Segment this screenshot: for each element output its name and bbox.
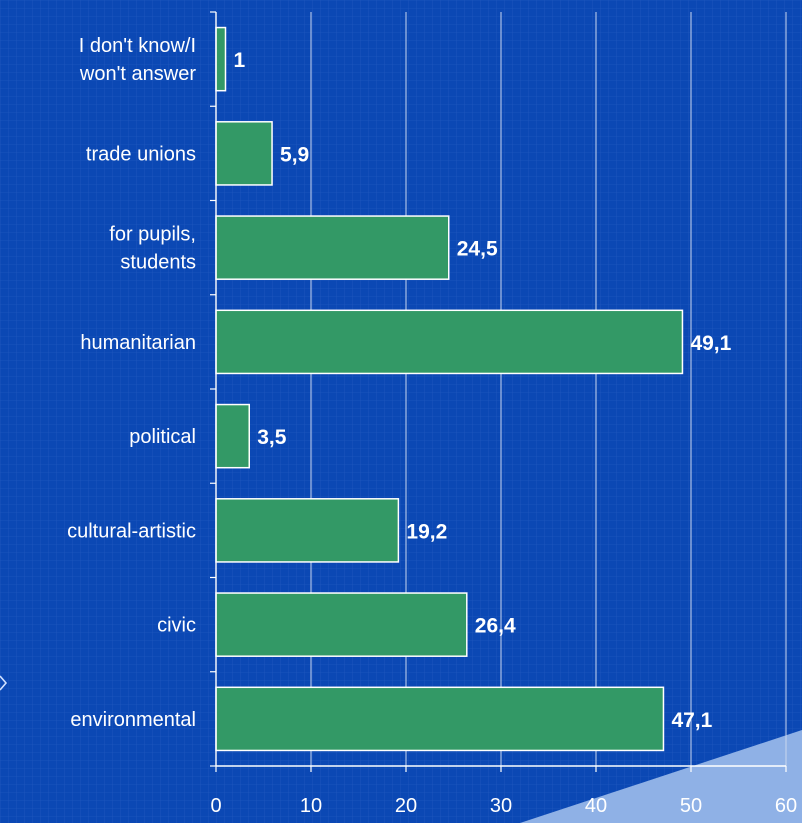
category-label-line: students <box>120 252 196 274</box>
x-tick-label: 30 <box>490 795 512 817</box>
axes <box>210 11 787 772</box>
data-label: 26,4 <box>475 615 516 638</box>
bar <box>215 309 684 375</box>
corner-accent <box>520 730 802 823</box>
x-tick-label: 20 <box>395 795 417 817</box>
value-labels: 1 5,9 24,5 49,1 3,5 19,2 26,4 47,1 <box>234 49 732 732</box>
bar <box>215 498 400 563</box>
bar <box>215 403 250 469</box>
category-label: environmental <box>70 709 196 731</box>
data-label: 49,1 <box>690 332 731 355</box>
category-label: political <box>129 426 196 448</box>
category-label-line: humanitarian <box>80 332 196 354</box>
data-label: 47,1 <box>671 709 712 732</box>
x-tick-label: 0 <box>210 795 221 817</box>
category-label: humanitarian <box>80 332 196 354</box>
x-tick-label: 50 <box>680 795 702 817</box>
category-label-line: civic <box>157 615 196 637</box>
data-label: 24,5 <box>457 238 498 261</box>
data-label: 5,9 <box>280 143 309 166</box>
category-label: civic <box>157 615 196 637</box>
x-tick-label: 40 <box>585 795 607 817</box>
category-label-line: trade unions <box>86 143 196 165</box>
category-label-line: cultural-artistic <box>67 520 196 542</box>
category-label: cultural-artistic <box>67 520 196 542</box>
category-label-line: I don't know/I <box>79 35 196 57</box>
category-label-line: political <box>129 426 196 448</box>
category-label-line: for pupils, <box>109 224 196 246</box>
data-label: 19,2 <box>406 520 447 543</box>
bar <box>215 215 450 280</box>
x-tick-label: 60 <box>775 795 797 817</box>
bar <box>215 26 227 92</box>
bar <box>215 686 665 752</box>
category-label: trade unions <box>86 143 196 165</box>
category-label-line: environmental <box>70 709 196 731</box>
category-labels: I don't know/I won't answer trade unions fo… <box>67 35 196 731</box>
x-tick-label: 10 <box>300 795 322 817</box>
data-label: 3,5 <box>257 426 287 449</box>
bar <box>215 121 273 186</box>
category-label-line: won't answer <box>79 63 196 85</box>
bullet-chevron-icon <box>0 675 8 691</box>
data-label: 1 <box>234 49 246 72</box>
category-label: for pupils, students <box>109 224 196 274</box>
x-tick-labels: 0 10 20 30 40 50 60 <box>210 795 797 817</box>
bars <box>215 26 684 752</box>
bar <box>215 592 468 657</box>
category-label: I don't know/I won't answer <box>79 35 197 85</box>
